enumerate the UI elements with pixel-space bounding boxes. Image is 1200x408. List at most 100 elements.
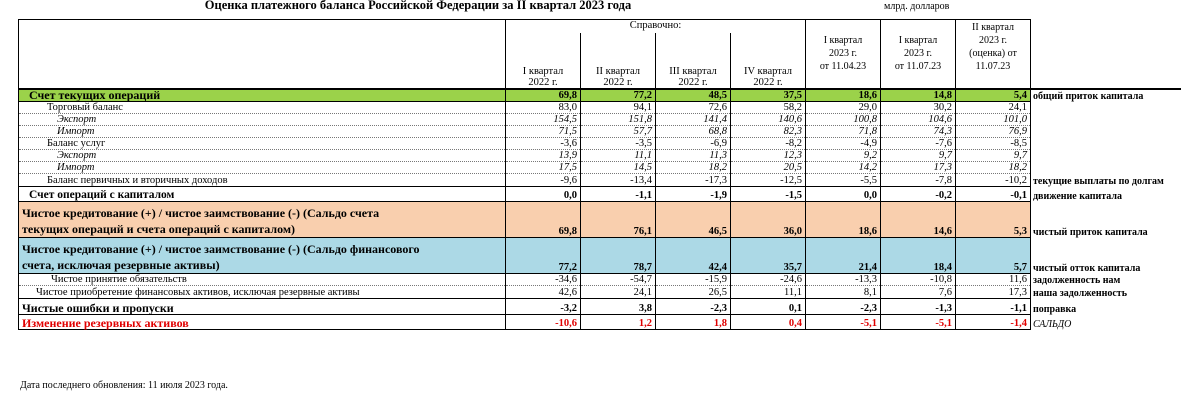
cell: -24,6 [730, 273, 806, 286]
table-row: Счет операций с капиталом 0,0 -1,1 -1,9 … [18, 186, 1181, 202]
cell: -5,1 [805, 314, 881, 330]
row-label: Счет операций с капиталом [18, 186, 506, 202]
cell: 71,8 [805, 125, 881, 138]
row-note: общий приток капитала [1033, 90, 1144, 102]
row-label: Импорт [18, 161, 506, 174]
cell: -54,7 [580, 273, 656, 286]
cell: 154,5 [505, 113, 581, 126]
row-label: Баланс услуг [18, 137, 506, 150]
cell: 17,5 [505, 161, 581, 174]
cell: -12,5 [730, 173, 806, 187]
cell: 76,9 [955, 125, 1031, 138]
cell: 46,5 [655, 201, 731, 238]
cell: -1,9 [655, 186, 731, 202]
cell: -0,1 [955, 186, 1031, 202]
cell: 58,2 [730, 101, 806, 114]
row-label: Чистое приобретение финансовых активов, … [18, 285, 506, 299]
cell: -34,6 [505, 273, 581, 286]
cell: -13,3 [805, 273, 881, 286]
cell: 20,5 [730, 161, 806, 174]
cell: 37,5 [730, 88, 806, 102]
cell: 0,1 [730, 298, 806, 315]
row-label: Чистое кредитование (+) / чистое заимств… [18, 201, 506, 238]
header-label-cell [18, 19, 506, 89]
row-label: Чистые ошибки и пропуски [18, 298, 506, 315]
balance-of-payments-table: Справочно: I квартал 2023 г. от 11.04.23 I… [18, 19, 1181, 330]
col-header-5: I квартал 2023 г. от 11.04.23 [805, 19, 881, 89]
cell: 30,2 [880, 101, 956, 114]
cell: 141,4 [655, 113, 731, 126]
cell: 57,7 [580, 125, 656, 138]
col-header-3: III квартал 2022 г. [655, 32, 731, 89]
cell: -0,2 [880, 186, 956, 202]
table-row: Изменение резервных активов -10,6 1,2 1,… [18, 314, 1181, 330]
cell: 69,8 [505, 201, 581, 238]
cell: 71,5 [505, 125, 581, 138]
cell: 11,3 [655, 149, 731, 162]
unit-label: млрд. долларов [884, 1, 950, 12]
cell: 74,3 [880, 125, 956, 138]
cell: 14,2 [805, 161, 881, 174]
cell: 100,8 [805, 113, 881, 126]
row-note: наша задолженность [1033, 287, 1127, 299]
cell: 77,2 [505, 237, 581, 274]
cell: -3,2 [505, 298, 581, 315]
cell: -1,1 [955, 298, 1031, 315]
cell: 36,0 [730, 201, 806, 238]
cell: 0,4 [730, 314, 806, 330]
cell: 48,5 [655, 88, 731, 102]
table-row: Чистое кредитование (+) / чистое заимств… [18, 237, 1181, 274]
cell: -1,5 [730, 186, 806, 202]
cell: -6,9 [655, 137, 731, 150]
row-note [1031, 126, 1181, 138]
cell: 82,3 [730, 125, 806, 138]
last-updated-note: Дата последнего обновления: 11 июля 2023… [20, 380, 228, 391]
row-note [1031, 150, 1181, 162]
cell: 9,2 [805, 149, 881, 162]
table-row: Торговый баланс 83,0 94,1 72,6 58,2 29,0… [18, 101, 1181, 114]
table-row: Экспорт 154,5 151,8 141,4 140,6 100,8 10… [18, 113, 1181, 126]
table-row: Чистое кредитование (+) / чистое заимств… [18, 201, 1181, 238]
cell: -17,3 [655, 173, 731, 187]
cell: -9,6 [505, 173, 581, 187]
cell: -1,1 [580, 186, 656, 202]
cell: 101,0 [955, 113, 1031, 126]
row-note: движение капитала [1033, 190, 1122, 202]
cell: -15,9 [655, 273, 731, 286]
row-label: Изменение резервных активов [18, 314, 506, 330]
row-note [1031, 102, 1181, 114]
col-header-6: I квартал 2023 г. от 11.07.23 [880, 19, 956, 89]
cell: 13,9 [505, 149, 581, 162]
cell: -13,4 [580, 173, 656, 187]
cell: -2,3 [655, 298, 731, 315]
cell: 72,6 [655, 101, 731, 114]
row-note: задолженность нам [1033, 274, 1121, 286]
cell: 3,8 [580, 298, 656, 315]
row-note [1031, 114, 1181, 126]
cell: 5,3 [955, 201, 1031, 238]
row-note [1031, 138, 1181, 150]
cell: -2,3 [805, 298, 881, 315]
col-header-7: II квартал 2023 г. (оценка) от 11.07.23 [955, 19, 1031, 89]
cell: -3,6 [505, 137, 581, 150]
table-row: Чистое приобретение финансовых активов, … [18, 285, 1181, 299]
cell: 77,2 [580, 88, 656, 102]
cell: -10,8 [880, 273, 956, 286]
cell: 42,4 [655, 237, 731, 274]
cell: 29,0 [805, 101, 881, 114]
cell: 151,8 [580, 113, 656, 126]
cell: 24,1 [955, 101, 1031, 114]
cell: -10,2 [955, 173, 1031, 187]
cell: 140,6 [730, 113, 806, 126]
row-label: Экспорт [18, 113, 506, 126]
cell: 104,6 [880, 113, 956, 126]
cell: 35,7 [730, 237, 806, 274]
table-row: Импорт 71,5 57,7 68,8 82,3 71,8 74,3 76,… [18, 125, 1181, 138]
cell: 26,5 [655, 285, 731, 299]
cell: 0,0 [805, 186, 881, 202]
table-row: Баланс услуг -3,6 -3,5 -6,9 -8,2 -4,9 -7… [18, 137, 1181, 150]
cell: 18,6 [805, 88, 881, 102]
row-note: текущие выплаты по долгам [1033, 175, 1164, 187]
cell: 78,7 [580, 237, 656, 274]
table-row: Счет текущих операций 69,8 77,2 48,5 37,… [18, 88, 1181, 102]
